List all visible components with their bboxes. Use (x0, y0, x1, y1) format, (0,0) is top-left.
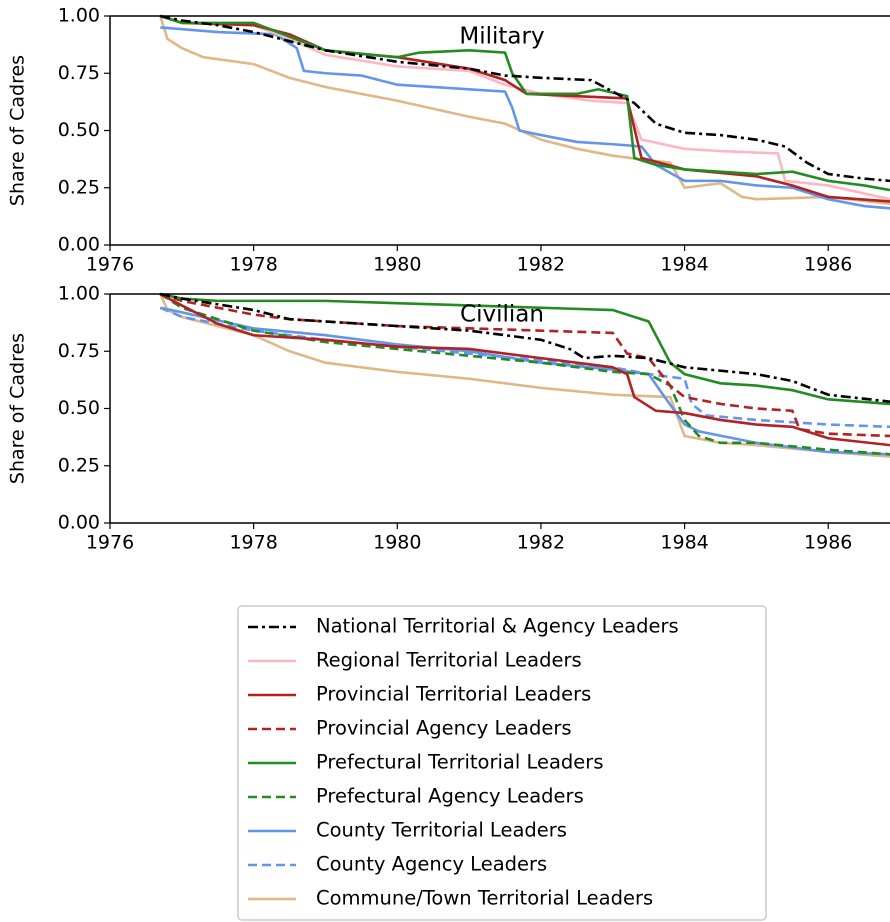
panel-title: Civilian (460, 302, 544, 328)
series-line (159, 292, 890, 456)
legend-label: County Agency Leaders (316, 853, 547, 876)
series-line (159, 15, 890, 206)
series-line (159, 14, 890, 192)
x-tick-label: 1976 (86, 254, 134, 276)
series-line (159, 14, 890, 201)
legend-label: Commune/Town Territorial Leaders (316, 887, 653, 910)
x-tick-label: 1978 (229, 532, 277, 554)
series-line (160, 14, 890, 183)
x-tick-label: 1986 (804, 532, 852, 554)
y-tick-label: 0.25 (58, 176, 100, 198)
y-tick-label: 0.25 (58, 454, 100, 476)
series-line (160, 292, 890, 406)
series-line (159, 306, 890, 429)
x-tick-label: 1984 (660, 254, 708, 276)
series-line (159, 292, 890, 438)
x-tick-label: 1976 (86, 532, 134, 554)
y-axis-label: Share of Cadres (7, 333, 29, 484)
y-tick-label: 1.00 (58, 5, 100, 27)
legend-label: County Territorial Leaders (316, 819, 567, 842)
y-tick-label: 0.50 (58, 119, 100, 141)
legend-label: Provincial Territorial Leaders (316, 683, 591, 706)
x-tick-label: 1978 (229, 254, 277, 276)
legend-box (237, 605, 767, 921)
x-tick-label: 1982 (517, 254, 565, 276)
y-axis-label: Share of Cadres (7, 55, 29, 206)
x-tick-label: 1980 (373, 532, 421, 554)
series-line (160, 26, 890, 210)
legend-label: Provincial Agency Leaders (316, 717, 572, 740)
x-tick-label: 1980 (373, 254, 421, 276)
y-tick-label: 0.75 (58, 340, 100, 362)
y-tick-label: 0.75 (58, 62, 100, 84)
legend-label: Prefectural Territorial Leaders (316, 751, 603, 774)
panel-title: Military (459, 24, 544, 50)
legend-label: Regional Territorial Leaders (316, 649, 582, 672)
legend-label: Prefectural Agency Leaders (316, 785, 584, 808)
y-tick-label: 0.00 (58, 512, 100, 534)
y-tick-label: 0.50 (58, 397, 100, 419)
y-tick-label: 0.00 (58, 234, 100, 256)
series-line (160, 306, 890, 456)
x-tick-label: 1984 (660, 532, 708, 554)
x-tick-label: 1982 (517, 532, 565, 554)
y-tick-label: 1.00 (58, 283, 100, 305)
x-tick-label: 1986 (804, 254, 852, 276)
legend-label: National Territorial & Agency Leaders (316, 615, 679, 638)
series-line (160, 292, 890, 403)
series-line (159, 292, 890, 447)
